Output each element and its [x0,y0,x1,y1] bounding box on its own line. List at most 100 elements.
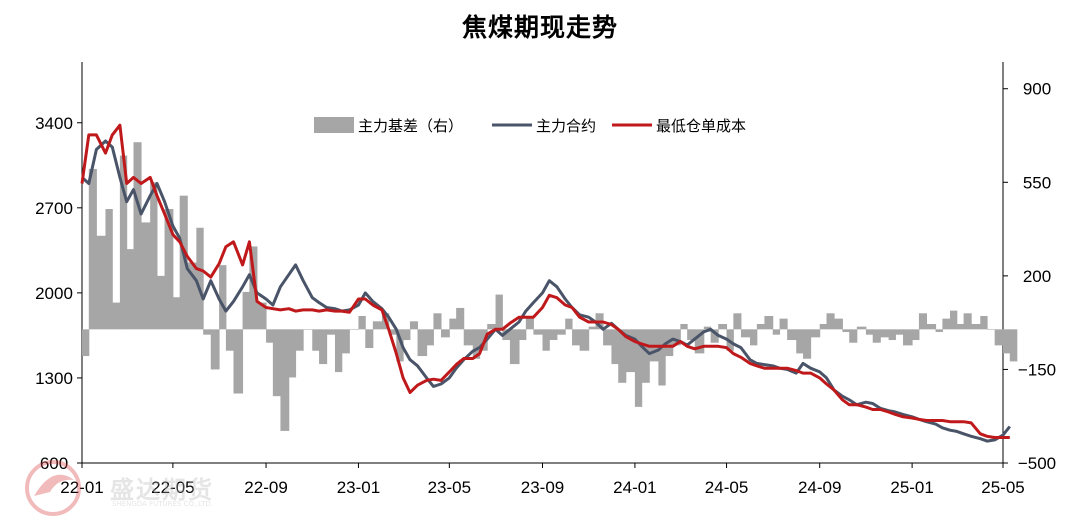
basis-bar [156,275,166,330]
basis-bar [119,155,128,330]
tick-labels: 22-01 22-05 22-09 23-01 23-05 23-09 24-01 24-05… [35,80,1056,497]
y-left-tick-label: 2000 [35,284,73,303]
x-tick-label: 22-09 [244,478,287,497]
x-tick-label: 22-01 [60,478,103,497]
x-tick-label: 24-05 [705,478,748,497]
basis-bar [112,302,121,330]
basis-bar [358,315,366,330]
basis-bar [750,329,758,346]
basis-bar [740,329,751,338]
legend-label-futures: 主力合约 [536,117,596,135]
basis-bar [179,195,188,330]
basis-bar [495,294,503,330]
y-right-tick-label: 200 [1023,267,1051,286]
basis-bar [242,291,250,330]
basis-bar [288,329,297,378]
company-logo-icon [25,460,81,516]
basis-bar [388,329,397,335]
basis-bar [126,249,135,330]
series-warrant-cost-line [80,123,1010,439]
basis-bar [472,329,481,359]
basis-bar [365,329,374,349]
basis-bar [141,222,151,330]
basis-bar [756,323,765,330]
basis-bar [658,329,666,386]
basis-bar [319,329,328,365]
basis-bar [256,302,267,330]
basis-bar [441,329,450,338]
basis-bar [641,329,650,383]
basis-bar [449,318,457,330]
basis-bar [417,329,428,357]
basis-bar [865,329,874,335]
basis-bar [634,329,643,407]
basis-bar [565,318,573,330]
y-left-tick-label: 600 [40,454,68,473]
x-tick-label: 22-05 [151,478,194,497]
basis-bar [326,329,336,335]
basis-bar [733,313,742,330]
basis-bar [787,329,797,341]
basis-bar [949,310,958,330]
basis-bar [396,329,404,362]
legend-label-warrant: 最低仓单成本 [656,117,746,135]
basis-bar [826,313,835,330]
basis-bar [918,313,928,330]
x-tick-label: 23-01 [337,478,380,497]
basis-bar [856,326,867,330]
basis-bar [372,321,383,330]
basis-bar [703,326,712,330]
basis-bar [680,323,688,330]
x-tick-label: 23-09 [521,478,564,497]
basis-bar [625,329,636,373]
basis-bar [225,329,234,351]
x-tick-label: 23-05 [428,478,471,497]
basis-bar [718,323,728,330]
y-left-tick-label: 1300 [35,369,73,388]
legend-label-basis: 主力基差（右） [358,117,463,135]
basis-bar [935,329,943,333]
basis-bar [295,329,304,351]
basis-bar [266,329,274,343]
basis-bar [579,329,590,351]
x-tick-label: 24-01 [613,478,656,497]
basis-bar [611,329,619,365]
basis-bar [942,318,951,330]
basis-bar [687,329,696,341]
basis-bar [810,329,821,338]
company-name-cn: 盛达期货 [110,476,214,504]
basis-bar [133,142,142,330]
basis-bar [525,315,534,330]
basis-bar [196,227,204,330]
basis-bar [312,329,320,351]
basis-bar [779,318,788,330]
basis-bar [796,329,804,354]
basis-bar [987,329,996,330]
basis-bar [219,265,227,330]
basis-bars [82,142,1018,431]
basis-bar [82,329,90,357]
basis-bar [556,329,566,335]
basis-bar [572,329,581,346]
basis-bar [903,329,913,346]
basis-bar [233,329,244,394]
basis-bar [1003,329,1011,354]
basis-bar [764,315,774,330]
basis-bar [834,318,843,330]
basis-bar [96,235,106,330]
basis-bar [172,297,181,330]
basis-bar [888,329,896,341]
basis-bar [803,329,812,359]
basis-bar [842,329,850,333]
basis-bar [303,329,313,330]
basis-bar [880,329,890,338]
basis-bar [672,329,681,346]
basis-bar [533,329,543,335]
price-lines [80,123,1011,443]
basis-bar [849,329,858,343]
basis-bar [150,182,158,330]
basis-bar [426,329,434,346]
basis-bar [456,307,465,330]
y-right-tick-label: −150 [1018,360,1056,379]
